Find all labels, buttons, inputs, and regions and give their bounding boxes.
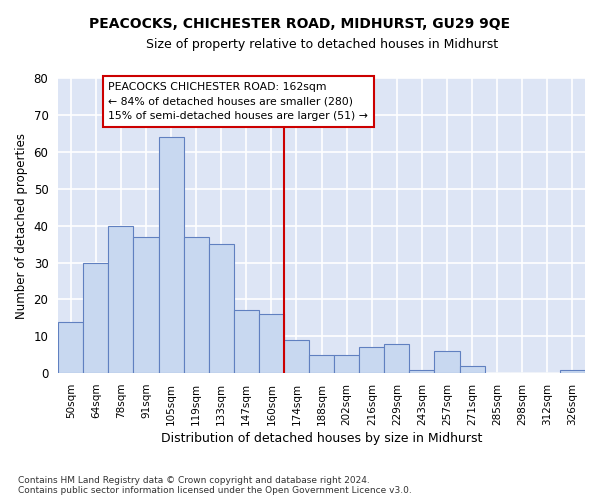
- Bar: [133, 236, 158, 373]
- Bar: [158, 137, 184, 373]
- Bar: [334, 355, 359, 373]
- Bar: [58, 322, 83, 373]
- Text: PEACOCKS CHICHESTER ROAD: 162sqm
← 84% of detached houses are smaller (280)
15% : PEACOCKS CHICHESTER ROAD: 162sqm ← 84% o…: [109, 82, 368, 122]
- Bar: [409, 370, 434, 373]
- Bar: [434, 351, 460, 373]
- X-axis label: Distribution of detached houses by size in Midhurst: Distribution of detached houses by size …: [161, 432, 482, 445]
- Text: PEACOCKS, CHICHESTER ROAD, MIDHURST, GU29 9QE: PEACOCKS, CHICHESTER ROAD, MIDHURST, GU2…: [89, 18, 511, 32]
- Bar: [560, 370, 585, 373]
- Bar: [83, 262, 109, 373]
- Bar: [384, 344, 409, 373]
- Y-axis label: Number of detached properties: Number of detached properties: [15, 132, 28, 318]
- Bar: [359, 348, 384, 373]
- Bar: [234, 310, 259, 373]
- Title: Size of property relative to detached houses in Midhurst: Size of property relative to detached ho…: [146, 38, 497, 51]
- Bar: [460, 366, 485, 373]
- Bar: [109, 226, 133, 373]
- Bar: [209, 244, 234, 373]
- Bar: [184, 236, 209, 373]
- Bar: [284, 340, 309, 373]
- Bar: [259, 314, 284, 373]
- Bar: [309, 355, 334, 373]
- Text: Contains HM Land Registry data © Crown copyright and database right 2024.
Contai: Contains HM Land Registry data © Crown c…: [18, 476, 412, 495]
